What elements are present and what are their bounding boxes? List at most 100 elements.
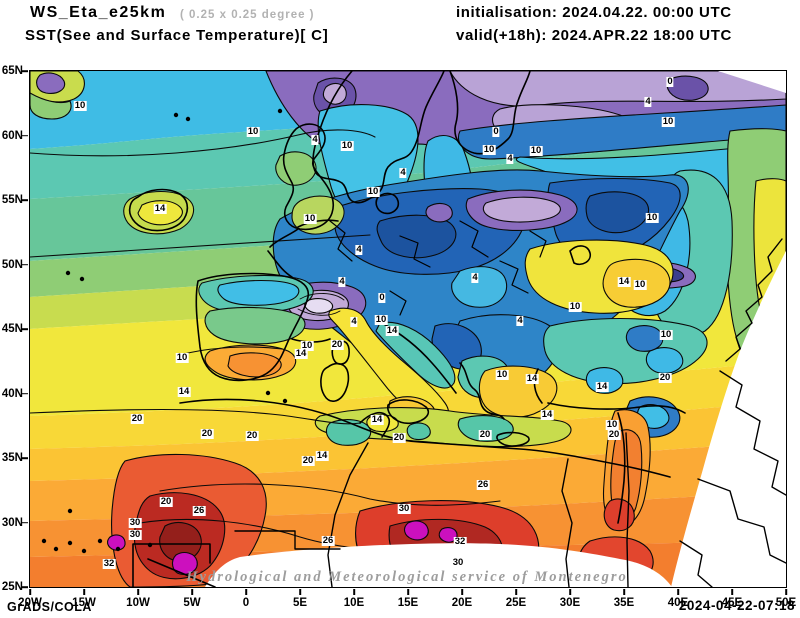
temperature-region [482,196,561,223]
y-tick-mark [22,457,28,459]
temperature-region [585,367,624,394]
island-dot [81,548,87,554]
temperature-region [30,92,72,120]
contour-value-label: 20 [301,455,315,466]
contour-value-label: 10 [303,213,317,224]
contour-value-label: 0 [378,292,386,303]
contour-value-label: 30 [128,529,142,540]
contour-line [30,234,371,258]
island-dot [277,108,283,114]
x-tick-mark [407,589,409,595]
contour-value-label: 30 [451,557,465,568]
country-border [725,238,783,362]
contour-line [299,293,345,301]
contour-value-label: 14 [315,450,329,461]
coastline [459,362,505,420]
island-dot [265,390,271,396]
island-dot [147,542,153,548]
contour-line [389,290,407,316]
domain-cut-region [718,71,786,93]
x-tick-mark [191,589,193,595]
island-dot [173,112,179,118]
contour-value-label: 14 [540,409,554,420]
contour-value-label: 14 [370,414,384,425]
contour-value-label: 26 [321,535,335,546]
contour-value-label: 30 [397,503,411,514]
contour-value-label: 20 [159,496,173,507]
temperature-region [645,347,684,374]
x-tick-label: 10E [343,597,365,609]
y-tick-label: 40N [1,387,23,400]
contour-value-label: 14 [617,276,631,287]
country-border [679,540,713,587]
domain-cut-region [671,251,786,587]
contour-line [30,129,376,157]
y-tick-mark [22,328,28,330]
coastline [282,123,335,231]
temperature-region [275,151,317,186]
coastline [496,431,530,447]
y-tick-label: 65N [1,65,23,77]
initialisation-time: initialisation: 2024.04.22. 00:00 UTC [456,4,732,21]
contour-value-label: 32 [102,558,116,569]
temperature-contour-map [30,71,786,587]
contour-line [499,260,529,294]
temperature-region [666,75,709,101]
y-tick-label: 35N [1,452,23,464]
temperature-region [625,325,664,352]
country-border [327,442,369,587]
x-tick-mark [83,589,85,595]
contour-value-label: 0 [492,126,500,137]
creation-timestamp: 2024-04-22-07:18 [678,598,795,613]
contour-line [529,230,547,258]
contour-value-label: 10 [568,301,582,312]
contour-value-label: 10 [529,145,543,156]
y-tick-mark [22,586,28,588]
x-tick-mark [461,589,463,595]
coastline [331,340,350,365]
x-tick-mark [731,589,733,595]
y-tick-label: 55N [1,194,23,206]
x-tick-label: 0 [242,597,250,609]
y-tick-label: 25N [1,581,23,593]
contour-line [297,308,341,316]
x-tick-mark [29,589,31,595]
x-tick-label: 20W [18,597,42,609]
temperature-region [227,352,282,378]
x-tick-label: 35E [613,597,635,609]
island-dot [97,538,103,544]
contour-value-label: 10 [605,419,619,430]
coastline [533,368,686,414]
contour-value-label: 10 [246,126,260,137]
contour-value-label: 4 [506,153,514,164]
x-tick-mark [137,589,139,595]
y-tick-label: 60N [1,129,23,142]
contour-value-label: 4 [350,316,358,327]
y-tick-mark [22,521,28,524]
x-tick-label: 20E [451,597,473,609]
contour-value-label: 26 [192,505,206,516]
model-title: WS_Eta_e25km [30,4,167,21]
temperature-region [585,191,650,234]
contour-value-label: 20 [607,429,621,440]
island-dot [53,546,59,552]
contour-value-label: 14 [595,381,609,392]
contour-line [329,220,353,262]
contour-label-layer: 10 10 4 10 4 10 14 10 0 10 4 10 0 4 10 10 4 4 4 0 4 10 14 20 10 1… [30,71,786,587]
coastline [569,245,592,266]
temperature-region [171,552,198,575]
island-dot [41,538,47,544]
contour-line [159,483,501,506]
country-border [719,370,786,496]
island-dot [65,270,71,276]
island-dot [79,276,85,282]
contour-value-label: 10 [659,329,673,340]
x-tick-mark [623,589,625,595]
island-dot [67,540,73,546]
contour-value-label: 4 [399,167,407,178]
temperature-region [451,266,508,308]
contour-value-label: 10 [661,116,675,127]
island-dot [67,508,73,514]
grads-credit: GrADS/COLA [7,600,92,614]
x-tick-mark [569,589,571,595]
